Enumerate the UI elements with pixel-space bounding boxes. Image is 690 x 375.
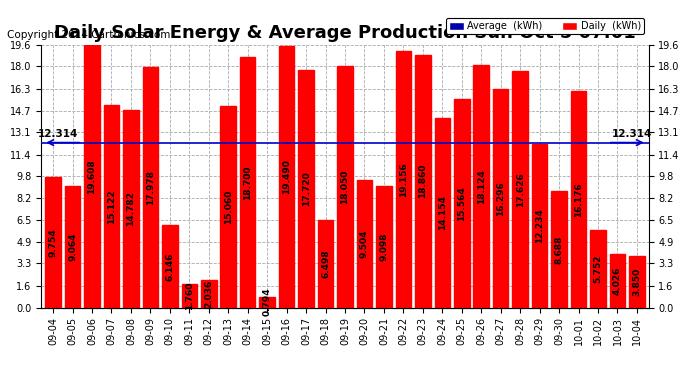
Text: 14.782: 14.782 [126,191,135,226]
Text: 15.060: 15.060 [224,189,233,224]
Text: 14.154: 14.154 [438,195,447,230]
Text: 9.504: 9.504 [360,230,369,258]
Bar [318,220,333,308]
Text: 9.754: 9.754 [48,228,57,256]
Text: 19.490: 19.490 [282,159,291,194]
Text: 6.498: 6.498 [321,250,330,278]
Text: 17.978: 17.978 [146,170,155,205]
Bar [298,70,314,308]
Bar [123,110,139,308]
Legend: Average  (kWh), Daily  (kWh): Average (kWh), Daily (kWh) [446,18,644,34]
Text: 19.608: 19.608 [88,159,97,194]
Bar [513,71,528,308]
Bar [104,105,119,308]
Bar [532,144,547,308]
Bar [201,280,217,308]
Bar [65,186,80,308]
Bar [357,180,372,308]
Text: 15.122: 15.122 [107,189,116,224]
Bar [473,65,489,308]
Text: 8.688: 8.688 [555,235,564,264]
Bar [610,254,625,308]
Bar [376,186,392,308]
Bar [337,66,353,308]
Text: 16.176: 16.176 [574,182,583,216]
Text: 18.860: 18.860 [418,164,427,198]
Title: Daily Solar Energy & Average Production Sun Oct 5 07:01: Daily Solar Energy & Average Production … [54,24,636,42]
Bar [181,284,197,308]
Bar [590,231,606,308]
Text: 18.050: 18.050 [340,170,350,204]
Text: 12.314: 12.314 [612,129,653,139]
Bar [395,51,411,308]
Bar [143,67,158,308]
Text: 9.098: 9.098 [380,232,388,261]
Bar [46,177,61,308]
Bar [162,225,177,308]
Text: 12.234: 12.234 [535,208,544,243]
Text: 12.314: 12.314 [37,129,78,139]
Text: 5.752: 5.752 [593,255,602,283]
Text: 4.026: 4.026 [613,266,622,295]
Text: 16.296: 16.296 [496,181,505,216]
Bar [259,297,275,307]
Text: 1.760: 1.760 [185,282,194,310]
Text: 0.794: 0.794 [263,288,272,316]
Text: Copyright 2014 Cartronics.com: Copyright 2014 Cartronics.com [7,30,170,40]
Text: 6.146: 6.146 [166,252,175,280]
Bar [220,106,236,308]
Text: 18.124: 18.124 [477,169,486,204]
Text: 17.626: 17.626 [515,172,524,207]
Text: 3.850: 3.850 [633,268,642,296]
Bar [279,46,295,308]
Bar [435,118,450,308]
Text: 17.720: 17.720 [302,171,310,206]
Bar [571,91,586,308]
Bar [629,256,644,308]
Bar [454,99,470,308]
Text: 18.700: 18.700 [243,165,252,200]
Bar [493,89,509,308]
Text: 2.036: 2.036 [204,280,213,308]
Bar [551,191,567,308]
Text: 15.564: 15.564 [457,186,466,220]
Text: 9.064: 9.064 [68,232,77,261]
Bar [415,55,431,308]
Text: 19.156: 19.156 [399,162,408,196]
Bar [84,45,100,308]
Bar [240,57,255,308]
